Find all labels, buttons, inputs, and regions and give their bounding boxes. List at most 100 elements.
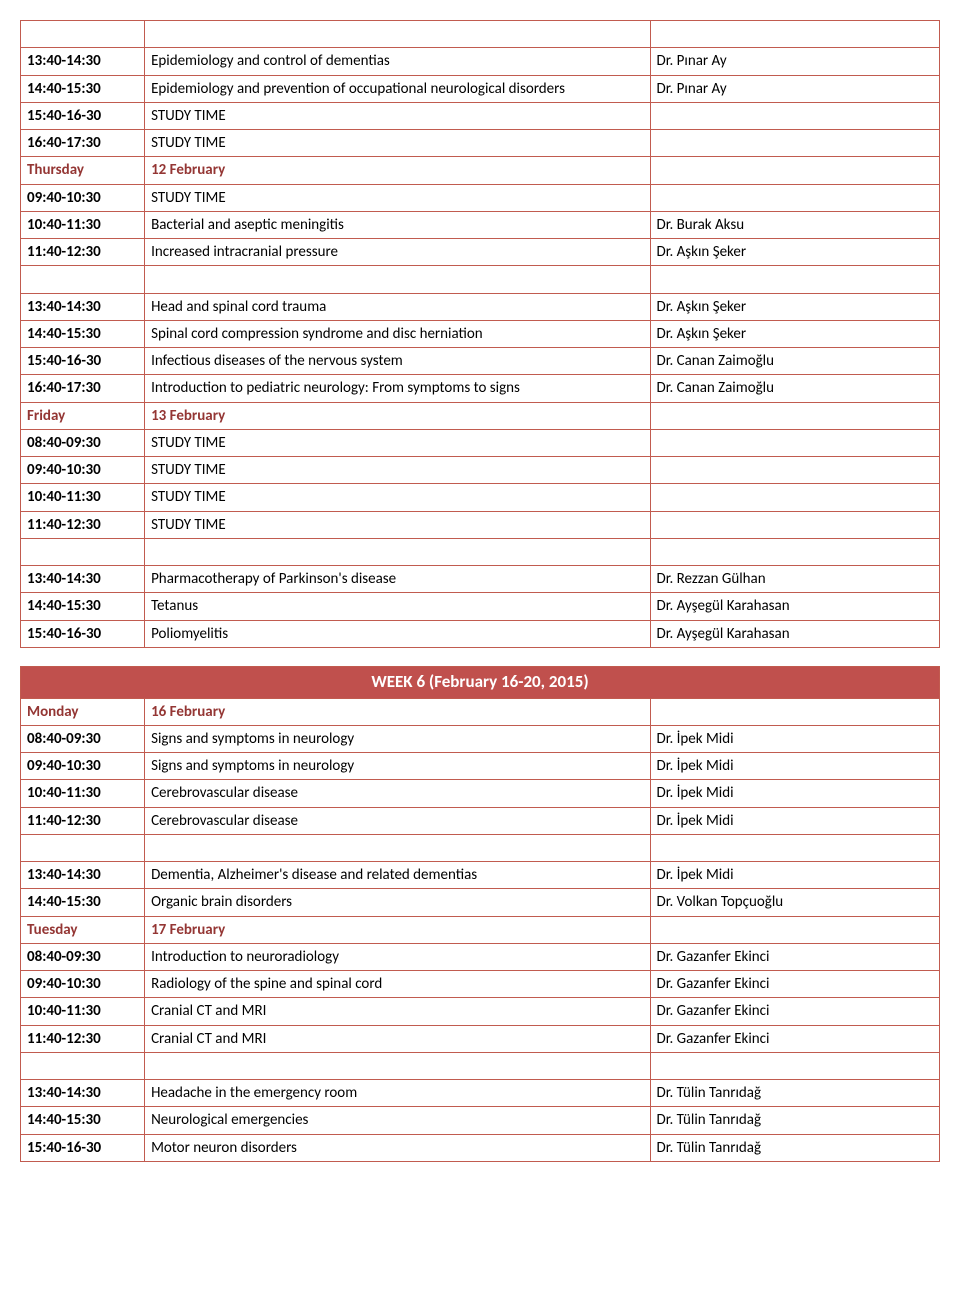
blank-cell (21, 538, 145, 565)
speaker-cell: Dr. Pınar Ay (650, 75, 940, 102)
day-label: Tuesday (21, 916, 145, 943)
table-row: Tuesday17 February (21, 916, 940, 943)
blank-cell (21, 834, 145, 861)
table-row: 14:40-15:30Organic brain disordersDr. Vo… (21, 889, 940, 916)
table-row: 15:40-16-30STUDY TIME (21, 102, 940, 129)
time-cell: 08:40-09:30 (21, 725, 145, 752)
table-row: 10:40-11:30Bacterial and aseptic meningi… (21, 211, 940, 238)
table-row: 10:40-11:30Cerebrovascular diseaseDr. İp… (21, 780, 940, 807)
blank-cell (21, 1052, 145, 1079)
blank-cell (145, 834, 650, 861)
table-row: 11:40-12:30Increased intracranial pressu… (21, 239, 940, 266)
time-cell: 09:40-10:30 (21, 457, 145, 484)
table-row: 09:40-10:30STUDY TIME (21, 457, 940, 484)
speaker-cell: Dr. Pınar Ay (650, 48, 940, 75)
table-row: 13:40-14:30Dementia, Alzheimer's disease… (21, 862, 940, 889)
speaker-cell (650, 484, 940, 511)
date-label: 12 February (145, 157, 650, 184)
time-cell: 13:40-14:30 (21, 293, 145, 320)
speaker-cell: Dr. Aşkın Şeker (650, 239, 940, 266)
table-row: Friday13 February (21, 402, 940, 429)
table-row: 13:40-14:30Epidemiology and control of d… (21, 48, 940, 75)
table-row: 16:40-17:30STUDY TIME (21, 130, 940, 157)
topic-cell: Epidemiology and control of dementias (145, 48, 650, 75)
topic-cell: Introduction to neuroradiology (145, 943, 650, 970)
table-row: 16:40-17:30Introduction to pediatric neu… (21, 375, 940, 402)
table-row: 13:40-14:30Pharmacotherapy of Parkinson'… (21, 566, 940, 593)
table-row (21, 1052, 940, 1079)
speaker-cell: Dr. Tülin Tanrıdağ (650, 1080, 940, 1107)
day-label: Thursday (21, 157, 145, 184)
speaker-cell: Dr. Gazanfer Ekinci (650, 943, 940, 970)
time-cell: 09:40-10:30 (21, 753, 145, 780)
time-cell: 11:40-12:30 (21, 807, 145, 834)
speaker-cell: Dr. İpek Midi (650, 780, 940, 807)
table-row: Thursday12 February (21, 157, 940, 184)
topic-cell: Cranial CT and MRI (145, 998, 650, 1025)
speaker-cell: Dr. İpek Midi (650, 807, 940, 834)
date-label: 13 February (145, 402, 650, 429)
topic-cell: Radiology of the spine and spinal cord (145, 971, 650, 998)
topic-cell: STUDY TIME (145, 184, 650, 211)
speaker-cell: Dr. Ayşegül Karahasan (650, 593, 940, 620)
table-row (21, 21, 940, 48)
speaker-cell: Dr. İpek Midi (650, 862, 940, 889)
blank-cell (145, 266, 650, 293)
time-cell: 14:40-15:30 (21, 889, 145, 916)
topic-cell: Cranial CT and MRI (145, 1025, 650, 1052)
day-label: Monday (21, 698, 145, 725)
time-cell: 14:40-15:30 (21, 1107, 145, 1134)
topic-cell: STUDY TIME (145, 457, 650, 484)
speaker-cell: Dr. Burak Aksu (650, 211, 940, 238)
time-cell: 10:40-11:30 (21, 998, 145, 1025)
speaker-cell: Dr. Tülin Tanrıdağ (650, 1134, 940, 1161)
time-cell: 08:40-09:30 (21, 943, 145, 970)
speaker-cell (650, 511, 940, 538)
topic-cell: Cerebrovascular disease (145, 780, 650, 807)
week-header: WEEK 6 (February 16-20, 2015) (21, 666, 940, 698)
blank-cell (145, 538, 650, 565)
topic-cell: Increased intracranial pressure (145, 239, 650, 266)
topic-cell: Epidemiology and prevention of occupatio… (145, 75, 650, 102)
schedule-table: WEEK 6 (February 16-20, 2015)Monday16 Fe… (20, 666, 940, 1162)
time-cell: 10:40-11:30 (21, 484, 145, 511)
topic-cell: Bacterial and aseptic meningitis (145, 211, 650, 238)
speaker-cell: Dr. İpek Midi (650, 753, 940, 780)
speaker-cell: Dr. Canan Zaimoğlu (650, 375, 940, 402)
time-cell: 16:40-17:30 (21, 375, 145, 402)
time-cell: 13:40-14:30 (21, 862, 145, 889)
time-cell: 11:40-12:30 (21, 1025, 145, 1052)
table-row: 09:40-10:30STUDY TIME (21, 184, 940, 211)
table-row: 08:40-09:30Signs and symptoms in neurolo… (21, 725, 940, 752)
speaker-cell: Dr. Canan Zaimoğlu (650, 348, 940, 375)
blank-cell (21, 266, 145, 293)
empty-cell (650, 698, 940, 725)
table-row: 10:40-11:30Cranial CT and MRIDr. Gazanfe… (21, 998, 940, 1025)
time-cell: 13:40-14:30 (21, 566, 145, 593)
blank-cell (650, 21, 940, 48)
topic-cell: Cerebrovascular disease (145, 807, 650, 834)
table-row: 14:40-15:30Epidemiology and prevention o… (21, 75, 940, 102)
topic-cell: Poliomyelitis (145, 620, 650, 647)
empty-cell (650, 402, 940, 429)
topic-cell: Pharmacotherapy of Parkinson's disease (145, 566, 650, 593)
table-row (21, 266, 940, 293)
topic-cell: Headache in the emergency room (145, 1080, 650, 1107)
table-row: 14:40-15:30Spinal cord compression syndr… (21, 320, 940, 347)
speaker-cell (650, 457, 940, 484)
speaker-cell: Dr. Gazanfer Ekinci (650, 971, 940, 998)
blank-cell (650, 538, 940, 565)
topic-cell: Infectious diseases of the nervous syste… (145, 348, 650, 375)
topic-cell: STUDY TIME (145, 511, 650, 538)
time-cell: 16:40-17:30 (21, 130, 145, 157)
table-row: 09:40-10:30Signs and symptoms in neurolo… (21, 753, 940, 780)
table-row: 11:40-12:30Cerebrovascular diseaseDr. İp… (21, 807, 940, 834)
time-cell: 14:40-15:30 (21, 320, 145, 347)
time-cell: 15:40-16-30 (21, 348, 145, 375)
topic-cell: Introduction to pediatric neurology: Fro… (145, 375, 650, 402)
date-label: 17 February (145, 916, 650, 943)
week-header-row: WEEK 6 (February 16-20, 2015) (21, 666, 940, 698)
speaker-cell (650, 184, 940, 211)
speaker-cell: Dr. Rezzan Gülhan (650, 566, 940, 593)
topic-cell: Dementia, Alzheimer's disease and relate… (145, 862, 650, 889)
